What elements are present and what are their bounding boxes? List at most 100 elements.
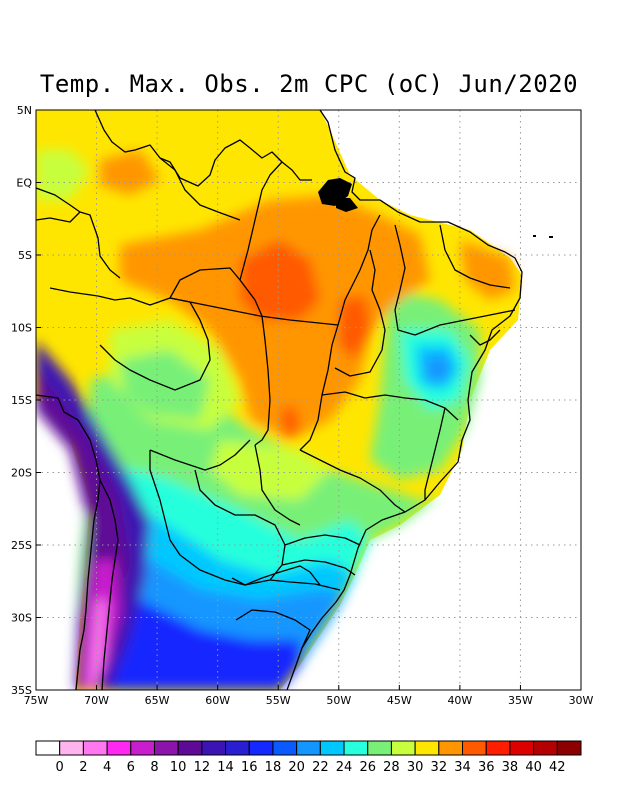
lat-label: 10S [11,322,32,335]
lat-label: 30S [11,612,32,625]
border-peru-brazil [49,287,339,326]
state-pr-sc [281,559,356,576]
colorbar-label: 12 [194,760,211,775]
colorbar-swatch [82,740,108,756]
coastline-brazil [286,109,523,691]
colorbar-swatch [201,740,227,756]
lon-label: 30W [569,694,594,707]
lon-axis-labels: 75W 70W 65W 60W 55W 50W 45W 40W 35W 30W [24,685,594,707]
lat-label: 35S [11,684,32,697]
colorbar-swatch [248,740,274,756]
colorbar-label: 14 [217,760,234,775]
colorbar-label: 10 [170,760,187,775]
state-rr-am [159,157,241,221]
lon-label: 70W [84,694,109,707]
colorbar-swatch [343,740,369,756]
colorbar-labels: 0 2 4 6 8 10 12 14 16 18 20 22 24 26 28 30 32 34 36 38 40 42 [56,760,566,775]
lon-label: 55W [266,694,291,707]
state-al-se [469,329,501,346]
field-30-south [210,440,330,500]
field-34-north [100,150,160,195]
state-pi-ma [334,249,386,377]
state-pi-ce [394,224,416,336]
field-30-west [36,150,90,200]
country-state-boundaries [35,109,523,691]
colorbar-swatch [106,740,132,756]
colorbar-swatch [177,740,203,756]
colorbar-swatch [556,740,582,756]
colorbar-label: 6 [127,760,135,775]
border-chile-argentina [99,479,119,691]
field-18 [76,560,300,690]
state-ms-sp [254,444,301,526]
lat-axis-labels: 5N EQ 5S 10S 15S 20S 25S 30S 35S [11,104,41,697]
lat-label: 5N [17,104,32,117]
colorbar-label: 42 [549,760,566,775]
colorbar-swatch [367,740,392,756]
state-mg-es [424,407,446,500]
colorbar [35,740,582,756]
colorbar-label: 2 [79,760,87,775]
border-argentina-brazil [244,565,321,586]
colorbar-swatch [414,740,440,756]
lon-label: 60W [205,694,230,707]
border-uruguay [235,609,311,649]
border-ecuador-peru [35,187,81,213]
field-ne-coast-20 [425,355,452,385]
lon-label: 50W [326,694,351,707]
lon-label: 45W [387,694,412,707]
colorbar-swatch [35,740,61,756]
colorbar-swatch [438,740,464,756]
lon-label: 35W [508,694,533,707]
state-pe-pb [414,309,516,336]
lat-label: 25S [11,539,32,552]
state-ba-mg [321,391,459,421]
state-pa-am [239,161,283,281]
colorbar-label: 38 [502,760,519,775]
colorbar-label: 40 [525,760,542,775]
colorbar-swatch [462,740,487,756]
marajo-island [318,178,358,212]
map-title: Temp. Max. Obs. 2m CPC (oC) Jun/2020 [39,70,579,98]
border-venezuela-colombia [94,109,161,159]
colorbar-swatch [485,740,511,756]
state-mg-sp [299,449,406,513]
colorbar-swatch [509,740,535,756]
colorbar-label: 22 [312,760,329,775]
colorbar-label: 32 [431,760,448,775]
state-pa-to [337,214,381,326]
state-sc-rs [269,579,341,591]
colorbar-swatch [225,740,250,756]
colorbar-label: 20 [288,760,305,775]
colorbar-label: 16 [241,760,258,775]
field-36 [240,240,320,320]
field-36-c [280,405,300,440]
lon-label: 40W [447,694,472,707]
colorbar-label: 4 [103,760,111,775]
coastline-pacific [35,394,101,691]
lat-label: 15S [11,394,32,407]
colorbar-swatch [296,740,321,756]
border-paraguay [194,469,286,586]
state-go-mt [254,315,271,446]
colorbar-label: 26 [359,760,376,775]
colorbar-swatch [59,740,84,756]
colorbar-swatch [272,740,298,756]
field-34-ne [460,240,515,300]
lon-label: 65W [145,694,170,707]
lon-label: 75W [24,694,49,707]
colorbar-label: 28 [383,760,400,775]
colorbar-label: 8 [150,760,158,775]
colorbar-label: 24 [336,760,353,775]
border-bolivia-paraguay [149,439,251,471]
state-ce-rn [439,224,511,289]
colorbar-label: 36 [478,760,495,775]
colorbar-swatch [153,740,179,756]
lat-label: EQ [16,177,32,190]
lat-label: 5S [18,249,32,262]
colorbar-label: 18 [265,760,282,775]
noronha-islands [533,235,553,238]
colorbar-swatch [533,740,558,756]
colorbar-swatch [390,740,416,756]
